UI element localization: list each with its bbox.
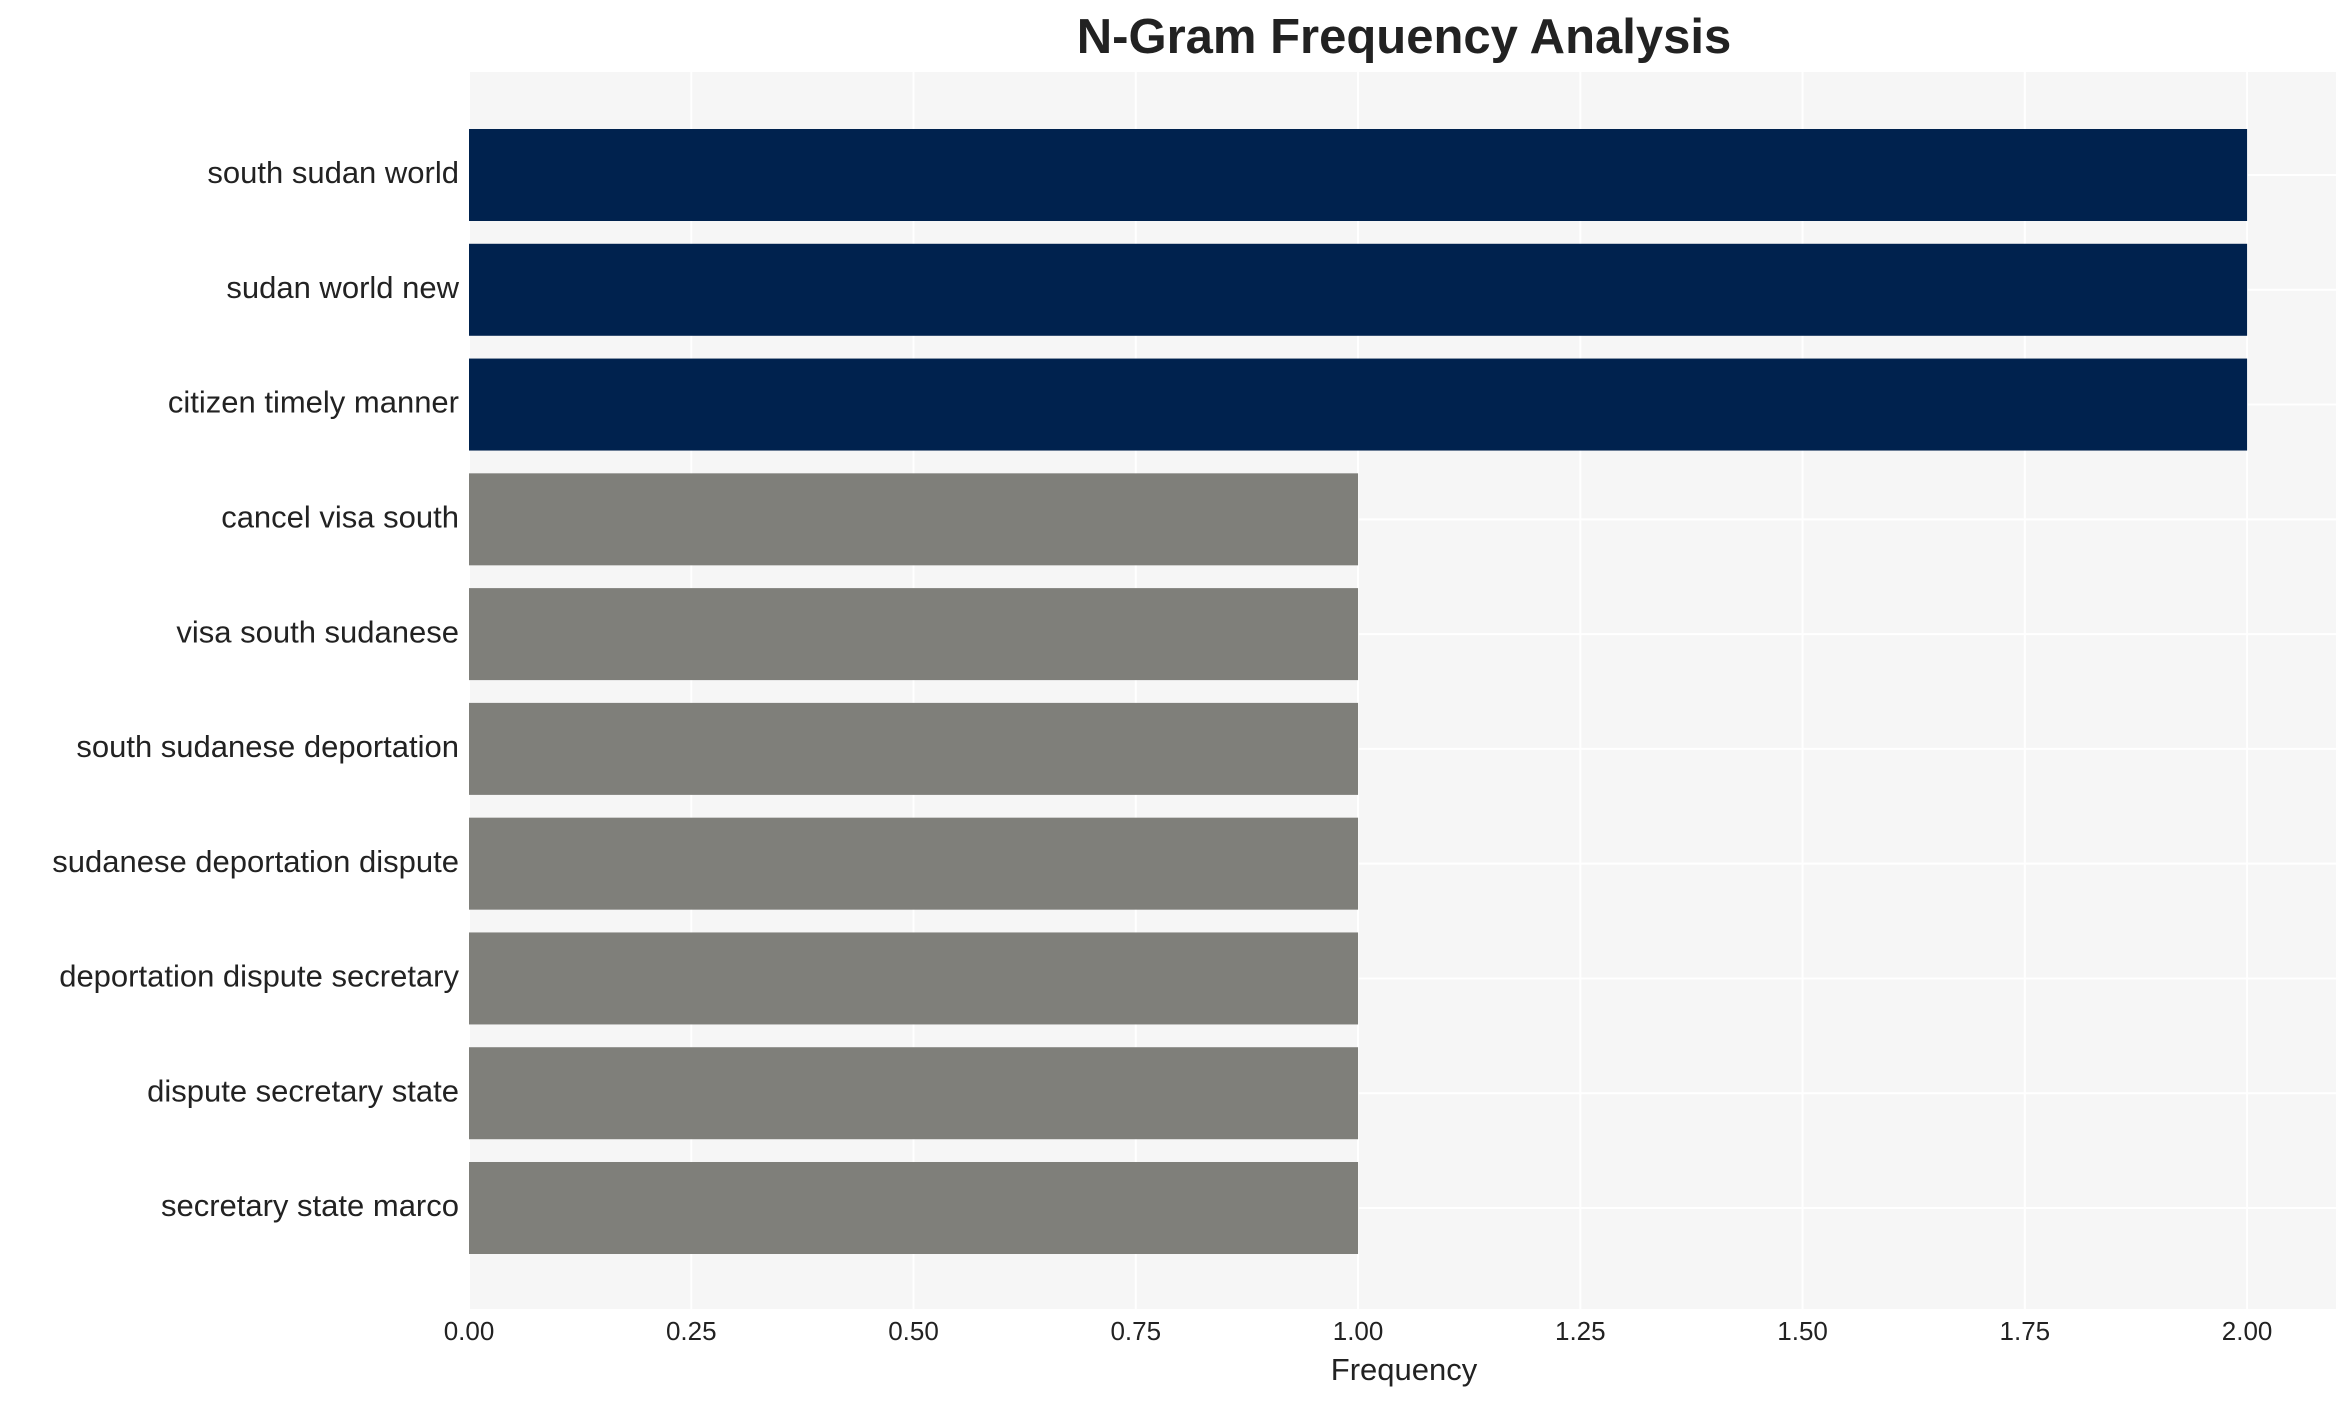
bar: [469, 358, 2248, 451]
x-tick-label: 1.00: [1333, 1316, 1384, 1346]
y-tick-label: sudan world new: [226, 270, 459, 305]
bar: [469, 1047, 1359, 1140]
x-tick-label: 1.50: [1777, 1316, 1828, 1346]
x-tick-label: 0.50: [888, 1316, 939, 1346]
x-tick-label: 0.25: [666, 1316, 717, 1346]
x-tick-label: 2.00: [2222, 1316, 2273, 1346]
bar: [469, 1162, 1359, 1254]
bar: [469, 817, 1359, 910]
y-tick-label: south sudan world: [207, 155, 459, 190]
x-tick-label: 0.75: [1110, 1316, 1161, 1346]
x-axis-label: Frequency: [1331, 1352, 1478, 1387]
x-tick-label: 0.00: [444, 1316, 495, 1346]
y-tick-label: sudanese deportation dispute: [52, 844, 459, 879]
y-tick-label: citizen timely manner: [168, 385, 459, 420]
bar: [469, 129, 2248, 221]
y-tick-label: cancel visa south: [221, 500, 459, 535]
x-tick-label: 1.25: [1555, 1316, 1606, 1346]
bar: [469, 702, 1359, 795]
y-tick-label: visa south sudanese: [176, 614, 459, 649]
x-tick-label: 1.75: [2000, 1316, 2051, 1346]
bar: [469, 473, 1359, 566]
bar: [469, 243, 2248, 336]
y-tick-label: south sudanese deportation: [76, 729, 459, 764]
bar: [469, 932, 1359, 1025]
chart-title: N-Gram Frequency Analysis: [1077, 10, 1731, 64]
y-tick-label: secretary state marco: [161, 1188, 459, 1223]
bar: [469, 588, 1359, 681]
y-tick-label: dispute secretary state: [147, 1073, 459, 1108]
y-tick-label: deportation dispute secretary: [59, 959, 459, 994]
